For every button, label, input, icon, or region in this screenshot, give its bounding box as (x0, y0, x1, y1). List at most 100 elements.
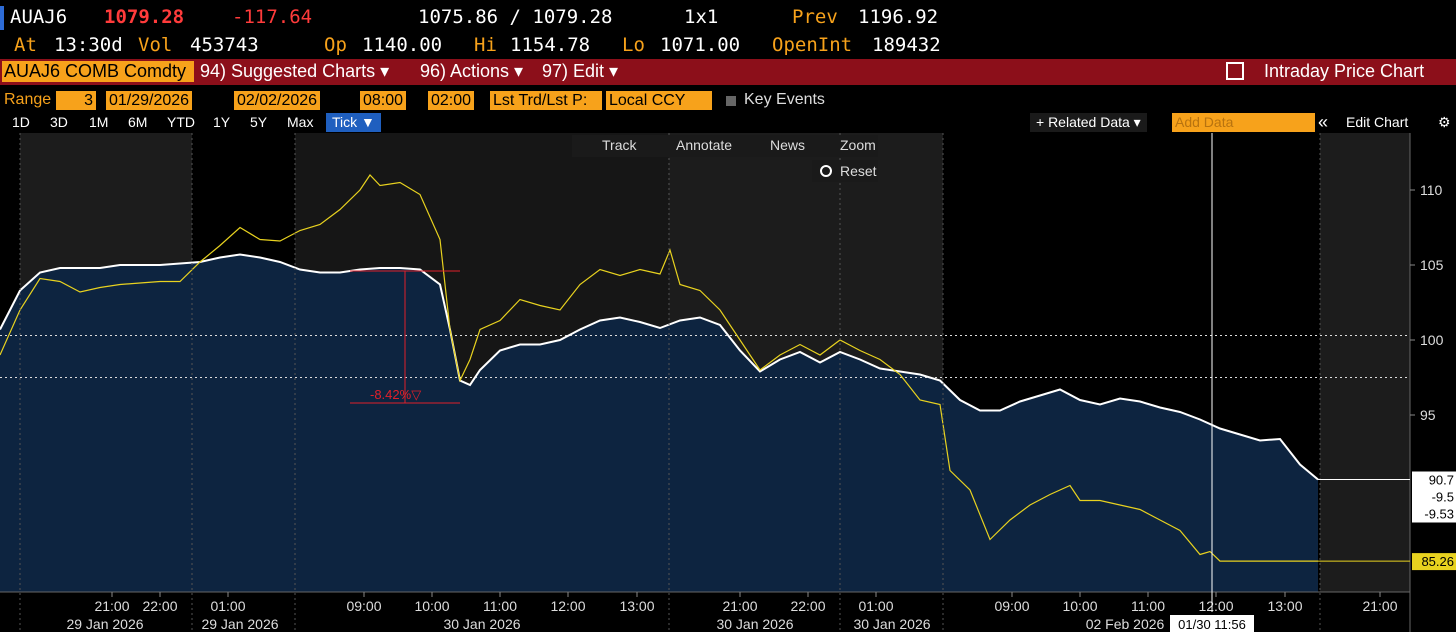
y-tick-label: 110 (1420, 182, 1443, 198)
end-label-box (1412, 505, 1456, 523)
period[interactable]: 5Y (250, 114, 268, 130)
bid-ask: 1075.86 / 1079.28 (418, 6, 613, 28)
oi: 189432 (872, 34, 941, 56)
session-dividers (19, 133, 1321, 632)
x-tick-label: 11:00 (1131, 598, 1165, 614)
x-tick-label: 22:00 (142, 598, 177, 614)
menu-item[interactable]: 97) Edit ▾ (542, 61, 619, 81)
chart-toolbar (572, 135, 878, 157)
op-label: Op (324, 34, 347, 56)
period[interactable]: 3D (50, 114, 68, 130)
x-tick-label: 01:00 (210, 598, 245, 614)
range-n[interactable]: 3 (56, 91, 96, 110)
x-tick-label: 21:00 (94, 598, 129, 614)
prev-label: Prev (792, 6, 838, 28)
period-active[interactable]: Tick ▼ (326, 113, 381, 132)
end-label: -9.53 (1424, 507, 1454, 522)
field[interactable]: Lst Trd/Lst P: (490, 91, 602, 110)
period[interactable]: Max (287, 114, 314, 130)
period[interactable]: YTD (167, 114, 195, 130)
period[interactable]: 6M (128, 114, 148, 130)
x-tick-label: 10:00 (1062, 598, 1097, 614)
date-label: 29 Jan 2026 (66, 616, 143, 632)
annotation-label: -8.42%▽ (370, 387, 421, 402)
x-tick-label: 21:00 (1362, 598, 1397, 614)
op: 1140.00 (362, 34, 443, 56)
from-time[interactable]: 08:00 (360, 91, 407, 110)
x-tick-label: 12:00 (1198, 598, 1233, 614)
end-label-box (1412, 553, 1456, 571)
tool[interactable]: Zoom (840, 137, 876, 153)
hi: 1154.78 (510, 34, 591, 56)
date-label: 02 Feb 2026 (1086, 616, 1165, 632)
end-label-box (1412, 471, 1456, 489)
x-tick-label: 01:00 (858, 598, 893, 614)
end-label-box (1412, 488, 1456, 506)
x-tick-label: 21:00 (722, 598, 757, 614)
settings[interactable]: ⚙ (1438, 114, 1451, 130)
date-label: 30 Jan 2026 (853, 616, 930, 632)
add-data[interactable]: Add Data (1172, 113, 1315, 132)
tool[interactable]: Reset (840, 163, 877, 179)
series-line (0, 174, 1318, 562)
currency[interactable]: Local CCY (606, 91, 712, 110)
end-label: 85.26 (1421, 554, 1454, 569)
end-label: 90.7 (1429, 473, 1454, 488)
start-date[interactable]: 01/29/2026 (106, 91, 193, 110)
date-label: 30 Jan 2026 (443, 616, 520, 632)
plot (0, 174, 1410, 592)
to-time[interactable]: 02:00 (428, 91, 475, 110)
tool[interactable]: Annotate (676, 137, 732, 153)
y-tick-label: 105 (1420, 257, 1444, 273)
tool[interactable]: News (770, 137, 805, 153)
cursor-label: 01/30 11:56 (1178, 617, 1246, 632)
change: -117.64 (232, 6, 313, 28)
reset-button-bg (812, 160, 878, 182)
ticker-marker (0, 6, 4, 30)
page-title: Intraday Price Chart (1264, 61, 1425, 81)
lo-label: Lo (622, 34, 645, 56)
period[interactable]: 1D (12, 114, 30, 130)
period[interactable]: 1Y (213, 114, 231, 130)
oi-label: OpenInt (772, 34, 853, 56)
x-tick-label: 13:00 (1267, 598, 1302, 614)
security[interactable]: AUAJ6 COMB Comdty (2, 61, 194, 82)
menu-bar: AUAJ6 COMB Comdty 94) Suggested Charts ▾… (0, 59, 1456, 85)
period[interactable]: 1M (89, 114, 109, 130)
range-label: Range (4, 91, 52, 108)
key-events[interactable]: Key Events (744, 91, 825, 108)
x-tick-label: 09:00 (994, 598, 1029, 614)
date-label: 29 Jan 2026 (201, 616, 278, 632)
tool[interactable]: Track (602, 137, 637, 153)
lo: 1071.00 (660, 34, 741, 56)
menu-item[interactable]: 96) Actions ▾ (420, 61, 524, 81)
x-tick-label: 11:00 (483, 598, 517, 614)
y-tick-label: 100 (1420, 332, 1444, 348)
collapse[interactable]: « (1318, 112, 1329, 132)
series-line (0, 253, 1319, 481)
edit-chart[interactable]: Edit Chart (1346, 114, 1409, 130)
reset-icon (820, 165, 832, 177)
hi-label: Hi (474, 34, 497, 56)
size: 1x1 (684, 6, 719, 28)
area (0, 254, 1318, 592)
time: 13:30d (54, 34, 123, 56)
menu-item[interactable]: 94) Suggested Charts ▾ (200, 61, 390, 81)
vol-label: Vol (138, 34, 173, 56)
x-tick-label: 09:00 (346, 598, 381, 614)
at-label: At (14, 34, 37, 56)
export-icon[interactable] (1226, 62, 1244, 80)
end-label: -9.5 (1432, 490, 1454, 505)
end-date[interactable]: 02/02/2026 (234, 91, 321, 110)
checkbox[interactable] (726, 96, 736, 106)
x-tick-label: 10:00 (414, 598, 449, 614)
date-label: 30 Jan 2026 (716, 616, 793, 632)
session-band (1320, 133, 1410, 592)
prev: 1196.92 (858, 6, 939, 28)
related-data[interactable]: + Related Data ▾ (1030, 113, 1147, 132)
x-tick-label: 22:00 (790, 598, 825, 614)
chart: Track Annotate News Zoom Reset 95 100 105 1… (0, 133, 1456, 632)
ticker: AUAJ6 (10, 6, 68, 28)
vol: 453743 (190, 34, 259, 56)
